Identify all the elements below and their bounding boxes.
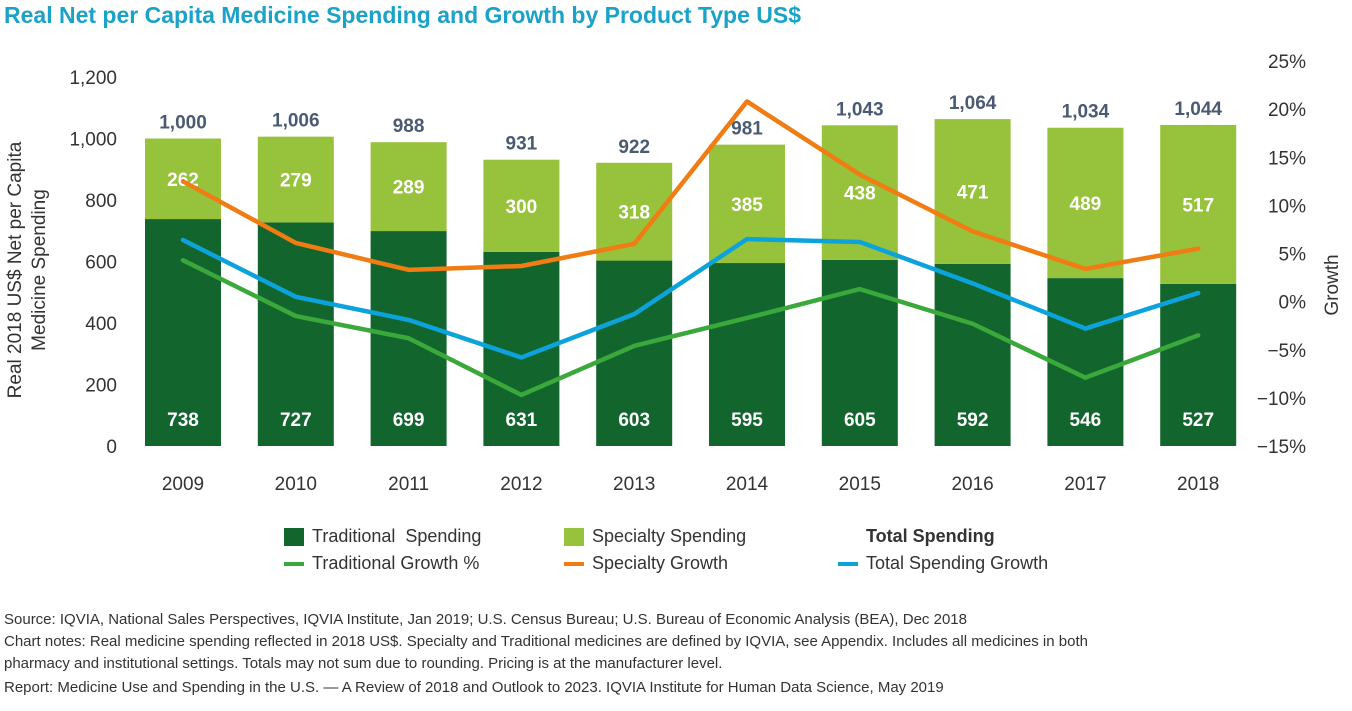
footnote-report: Report: Medicine Use and Spending in the…: [4, 679, 944, 696]
bar-label-total: 1,044: [1174, 99, 1222, 120]
x-tick-label: 2010: [275, 474, 317, 495]
bar-label-total: 1,043: [836, 99, 884, 120]
bar-label-specialty: 279: [280, 171, 312, 192]
bar-label-traditional: 603: [618, 410, 650, 431]
line-specialty-growth: [180, 99, 1201, 273]
bar-label-traditional: 546: [1070, 410, 1102, 431]
y-axis-label-line-1: Real 2018 US$ Net per Capita: [5, 141, 26, 398]
y2-tick-label: 25%: [1268, 52, 1306, 73]
x-tick-label: 2011: [388, 474, 429, 495]
legend-label-traditional-growth: Traditional Growth %: [312, 553, 480, 573]
bar-label-traditional: 631: [506, 410, 538, 431]
legend-swatch-total-growth: [838, 562, 858, 566]
bar-traditional: [257, 222, 334, 446]
bar-specialty: [145, 138, 221, 220]
chart: 0 200 400 600 800 1,000 1,200 −15% −10% −5% 0% 5% 1…: [5, 52, 1343, 495]
bar-specialty: [257, 136, 334, 223]
line-total-growth: [180, 236, 1201, 360]
bar-label-total: 1,000: [159, 113, 207, 134]
x-tick-label: 2013: [613, 474, 655, 495]
bar-label-specialty: 438: [844, 184, 876, 205]
legend-label-specialty-growth: Specialty Growth: [592, 553, 729, 573]
x-tick-label: 2016: [951, 474, 993, 495]
bar-traditional: [145, 219, 221, 446]
right-axis: −15% −10% −5% 0% 5% 10% 15% 20% 25%: [1257, 52, 1306, 458]
bar-label-total: 1,006: [272, 111, 320, 132]
y-tick-label: 1,000: [69, 130, 117, 151]
x-tick-label: 2017: [1064, 474, 1106, 495]
legend-swatch-traditional: [284, 528, 304, 546]
footnote-chart-notes-1: Chart notes: Real medicine spending refl…: [4, 633, 1088, 650]
left-axis: 0 200 400 600 800 1,000 1,200: [69, 68, 117, 458]
bar-label-total: 922: [618, 137, 650, 158]
bar-label-total: 1,034: [1062, 102, 1110, 123]
line-traditional-growth: [180, 257, 1201, 398]
bar-specialty: [483, 159, 560, 252]
bar-label-total: 1,064: [949, 93, 997, 114]
bar-label-specialty: 517: [1182, 195, 1214, 216]
y2-tick-label: −15%: [1257, 437, 1306, 458]
legend-label-total: Total Spending: [866, 526, 995, 546]
bar-label-traditional: 592: [957, 410, 989, 431]
bar-label-specialty: 471: [957, 183, 989, 204]
x-tick-label: 2012: [500, 474, 542, 495]
y-tick-label: 0: [106, 437, 117, 458]
bar-specialty: [1047, 127, 1124, 279]
bar-label-traditional: 595: [731, 410, 763, 431]
bar-label-total: 931: [506, 134, 538, 155]
y-tick-label: 600: [85, 253, 117, 274]
bar-label-traditional: 527: [1182, 410, 1214, 431]
legend-label-traditional: Traditional Spending: [312, 526, 482, 546]
bar-specialty: [709, 144, 785, 264]
y-tick-label: 200: [85, 376, 117, 397]
bar-traditional: [709, 263, 785, 446]
bar-specialty: [370, 142, 447, 232]
y2-tick-label: 0%: [1279, 293, 1307, 314]
y2-tick-label: 10%: [1268, 196, 1306, 217]
bar-label-specialty: 489: [1070, 194, 1102, 215]
x-tick-label: 2009: [162, 474, 204, 495]
y2-axis-label: Growth: [1322, 254, 1343, 315]
y-axis-label-line-2: Medicine Spending: [29, 189, 50, 351]
x-tick-label: 2014: [726, 474, 769, 495]
bar-label-total: 988: [393, 116, 425, 137]
bar-label-traditional: 738: [167, 410, 199, 431]
bar-label-specialty: 289: [393, 178, 425, 199]
bar-label-traditional: 605: [844, 410, 876, 431]
y2-tick-label: −5%: [1267, 341, 1306, 362]
legend-swatch-traditional-growth: [284, 562, 304, 566]
x-tick-label: 2018: [1177, 474, 1219, 495]
bar-label-specialty: 300: [506, 197, 538, 218]
footnote-source: Source: IQVIA, National Sales Perspectiv…: [4, 611, 967, 628]
y-tick-label: 800: [85, 191, 117, 212]
chart-title: Real Net per Capita Medicine Spending an…: [4, 2, 802, 28]
footnote-chart-notes-2: pharmacy and institutional settings. Tot…: [4, 655, 723, 672]
x-tick-label: 2015: [839, 474, 881, 495]
y2-tick-label: 5%: [1279, 245, 1307, 266]
bar-label-traditional: 699: [393, 410, 425, 431]
bar-traditional: [1047, 278, 1124, 446]
y2-tick-label: −10%: [1257, 389, 1306, 410]
y-tick-label: 400: [85, 314, 117, 335]
legend-swatch-specialty: [564, 528, 584, 546]
bar-label-traditional: 727: [280, 410, 312, 431]
bar-specialty: [821, 125, 898, 260]
y-tick-label: 1,200: [69, 68, 117, 89]
x-axis: 2009 2010 2011 2012 2013 2014 2015 2016 2017 2018: [162, 474, 1219, 495]
bar-label-total: 981: [731, 119, 763, 140]
legend-label-total-growth: Total Spending Growth: [866, 553, 1049, 573]
y2-tick-label: 20%: [1268, 100, 1306, 121]
bar-label-specialty: 318: [618, 203, 650, 224]
legend-swatch-specialty-growth: [564, 562, 584, 566]
y2-tick-label: 15%: [1268, 148, 1306, 169]
bar-specialty: [1160, 124, 1237, 284]
bar-traditional: [1160, 283, 1237, 446]
bars: 7382621,0007272791,006699289988631300931…: [145, 93, 1237, 446]
bar-traditional: [596, 260, 673, 446]
bar-label-specialty: 385: [731, 195, 763, 216]
growth-lines: [180, 99, 1201, 398]
legend-label-specialty: Specialty Spending: [592, 526, 747, 546]
